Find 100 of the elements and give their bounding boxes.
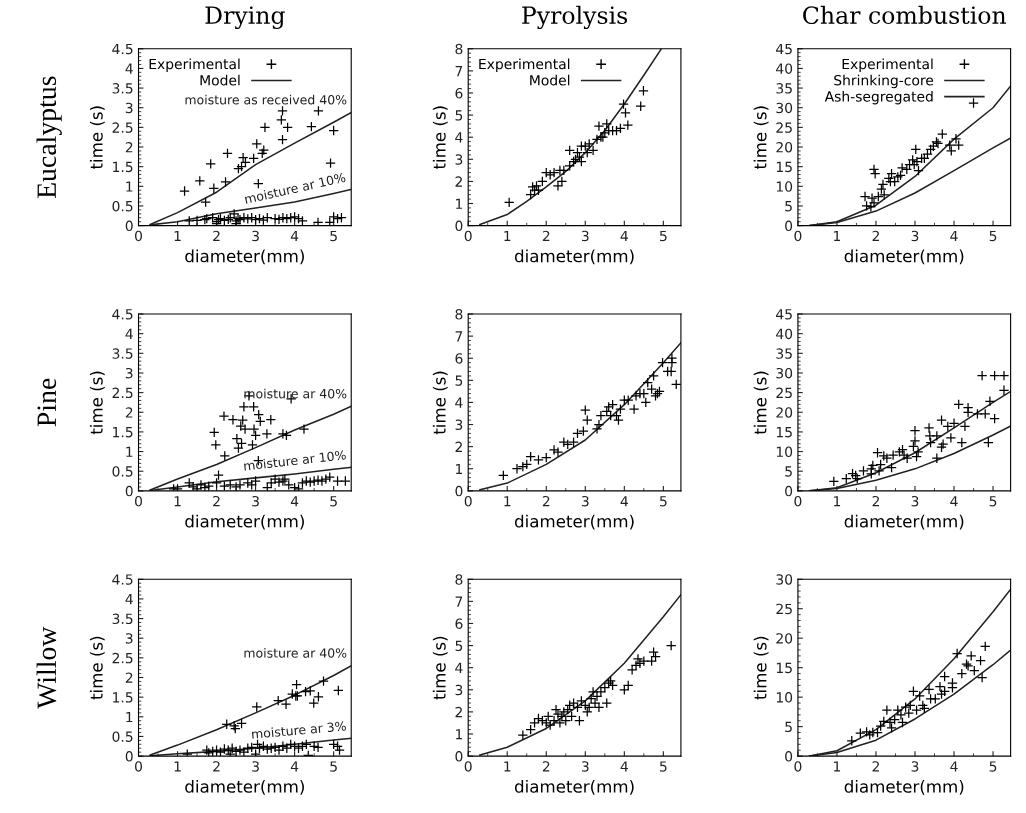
x-tick-label: 4 — [950, 761, 958, 772]
y-tick-label: 0 — [785, 220, 793, 232]
x-tick-label: 2 — [542, 761, 550, 772]
y-tick-label: 3 — [455, 684, 463, 696]
y-tick-label: 8 — [455, 43, 463, 55]
x-tick-label: 3 — [581, 495, 589, 507]
y-tick-label: 3 — [125, 633, 133, 644]
y-axis-title: time (s) — [89, 106, 105, 170]
x-tick-label: 5 — [330, 761, 337, 772]
y-tick-label: 40 — [776, 63, 793, 74]
y-tick-label: 1 — [456, 198, 463, 209]
y-tick-label: 2 — [455, 441, 462, 452]
x-tick-label: 2 — [213, 230, 220, 242]
y-tick-label: 1.5 — [113, 427, 133, 438]
y-tick-label: 7 — [455, 596, 463, 607]
y-tick-label: 15 — [776, 662, 792, 674]
x-tick-label: 2 — [872, 495, 879, 507]
y-tick-label: 0 — [455, 485, 463, 497]
y-tick-label: 45 — [776, 309, 792, 320]
x-tick-label: 5 — [660, 230, 667, 242]
x-tick-label: 1 — [834, 761, 841, 772]
x-tick-label: 0 — [464, 761, 472, 772]
x-axis-title: diameter(mm) — [844, 779, 964, 795]
y-tick-label: 1.5 — [113, 161, 133, 173]
text: Eucalyptus — [36, 76, 62, 199]
x-tick-label: 5 — [660, 496, 667, 507]
x-axis-title: diameter(mm) — [844, 249, 964, 265]
y-tick-label: 0 — [125, 220, 133, 232]
y-tick-label: 3.5 — [112, 83, 133, 94]
y-tick-label: 0.5 — [112, 200, 133, 212]
y-tick-label: 4.5 — [112, 309, 133, 320]
chart-title: Drying — [205, 6, 285, 30]
y-tick-label: 5 — [455, 640, 463, 652]
y-tick-label: 30 — [776, 102, 793, 114]
y-tick-label: 10 — [776, 181, 793, 192]
x-tick-label: 5 — [330, 496, 337, 507]
x-tick-label: 4 — [290, 761, 299, 772]
y-tick-label: 2.5 — [112, 652, 133, 664]
chart-title: Char combustion — [803, 5, 1007, 25]
y-tick-label: 4 — [455, 132, 463, 143]
y-tick-label: 2.5 — [112, 387, 133, 399]
x-tick-label: 1 — [174, 230, 181, 242]
y-tick-label: 0 — [125, 485, 133, 497]
x-axis-title: diameter(mm) — [185, 249, 304, 265]
y-tick-label: 4 — [125, 328, 133, 339]
x-tick-label: 2 — [542, 230, 550, 242]
x-tick-label: 4 — [620, 230, 628, 242]
x-axis-title: diameter(mm) — [514, 514, 634, 530]
y-tick-label: 20 — [776, 407, 793, 418]
y-tick-label: 0 — [455, 751, 463, 762]
y-tick-label: 25 — [776, 387, 792, 399]
y-tick-label: 2 — [125, 407, 133, 418]
x-tick-label: 2 — [213, 495, 220, 507]
y-axis-title: time (s) — [432, 636, 448, 700]
x-tick-label: 3 — [911, 495, 919, 507]
x-tick-label: 0 — [135, 495, 143, 507]
y-tick-label: 7 — [455, 66, 463, 77]
x-tick-label: 1 — [834, 230, 841, 242]
x-tick-label: 0 — [794, 230, 802, 242]
y-tick-label: 4 — [125, 63, 133, 74]
x-tick-label: 4 — [290, 496, 299, 507]
x-tick-label: 0 — [464, 230, 472, 242]
y-tick-label: 2 — [455, 176, 462, 187]
legend-label: Model — [200, 74, 240, 86]
y-tick-label: 20 — [776, 141, 793, 153]
x-tick-label: 1 — [174, 761, 181, 772]
y-axis-title: time (s) — [89, 636, 105, 700]
y-tick-label: 3 — [125, 102, 133, 114]
y-tick-label: 6 — [455, 87, 463, 99]
y-tick-label: 2 — [455, 706, 462, 718]
x-tick-label: 3 — [581, 230, 589, 242]
y-tick-label: 1 — [126, 711, 133, 723]
y-tick-label: 6 — [455, 618, 463, 629]
x-tick-label: 2 — [213, 761, 220, 772]
y-tick-label: 0 — [785, 751, 793, 762]
x-tick-label: 0 — [464, 495, 472, 507]
y-tick-label: 0.5 — [112, 466, 133, 477]
x-tick-label: 5 — [330, 230, 337, 242]
y-tick-label: 5 — [785, 466, 792, 477]
legend-label: Experimental — [842, 58, 933, 72]
text: Willow — [36, 626, 57, 709]
y-tick-label: 4.5 — [112, 574, 133, 585]
y-tick-label: 2 — [125, 141, 133, 153]
x-tick-label: 4 — [290, 230, 299, 242]
y-tick-label: 1 — [456, 729, 463, 740]
x-axis-title: diameter(mm) — [185, 514, 304, 530]
y-tick-label: 3 — [455, 154, 463, 165]
y-tick-label: 15 — [776, 161, 792, 173]
y-tick-label: 7 — [455, 331, 463, 342]
annotation: moisture ar 10% — [244, 172, 346, 204]
x-tick-label: 3 — [581, 761, 589, 772]
y-tick-label: 3 — [455, 419, 463, 431]
y-axis-title: time (s) — [753, 106, 769, 170]
y-tick-label: 25 — [776, 122, 792, 133]
y-tick-label: 15 — [776, 427, 792, 438]
x-tick-label: 5 — [989, 230, 997, 242]
x-tick-label: 0 — [135, 761, 143, 772]
x-tick-label: 3 — [252, 495, 259, 507]
x-tick-label: 1 — [834, 496, 841, 507]
y-tick-label: 1 — [126, 446, 133, 457]
